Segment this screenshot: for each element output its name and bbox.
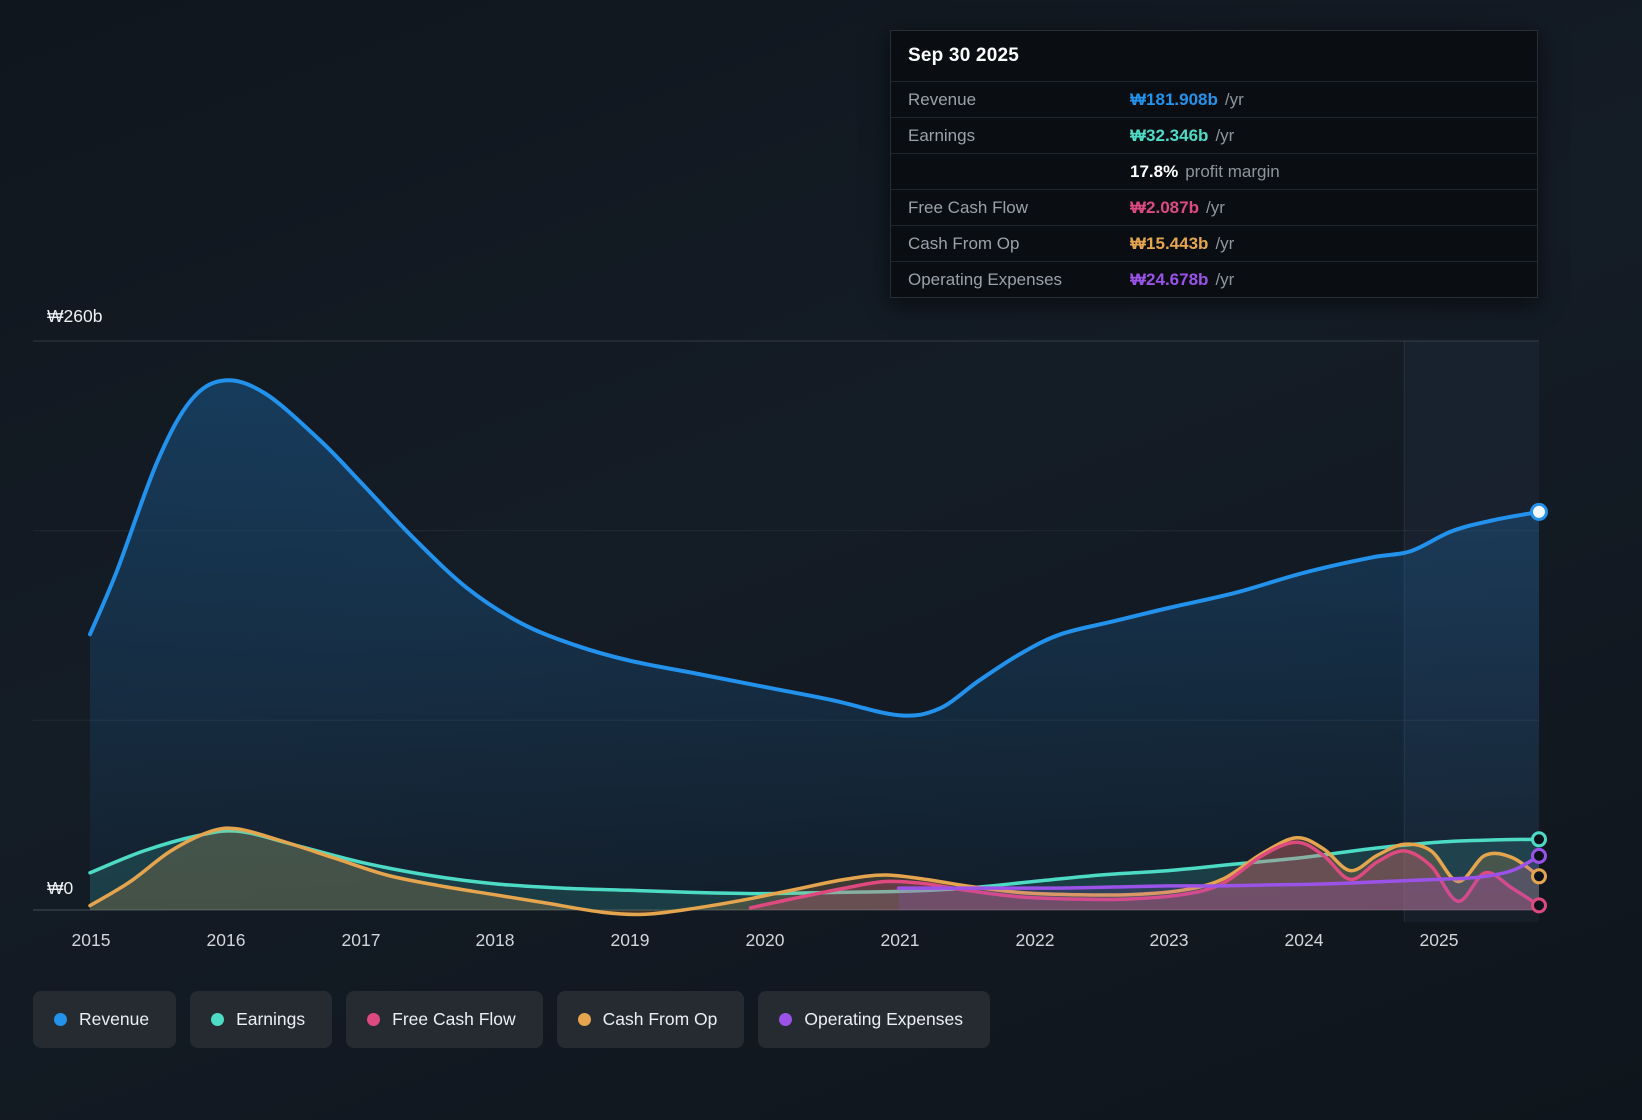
tooltip-value: ₩24.678b/yr (1130, 269, 1235, 289)
tooltip-label: Operating Expenses (908, 269, 1063, 289)
x-axis-label-2016: 2016 (206, 930, 246, 950)
y-axis-label-top: ₩260b (47, 306, 103, 326)
x-axis-label-2020: 2020 (745, 930, 785, 950)
earnings-dot-icon (211, 1013, 225, 1026)
tooltip-date: Sep 30 2025 (908, 45, 1020, 66)
x-axis-label-2023: 2023 (1149, 930, 1189, 950)
x-axis-label-2022: 2022 (1015, 930, 1055, 950)
legend-label: Operating Expenses (804, 1009, 963, 1029)
chart-tooltip: Sep 30 2025 Revenue ₩181.908b/yr Earning… (890, 30, 1538, 298)
x-axis-label-2024: 2024 (1284, 930, 1324, 950)
legend-label: Revenue (79, 1009, 150, 1029)
legend-label: Cash From Op (602, 1009, 718, 1029)
tooltip-row-operating-expenses: Operating Expenses ₩24.678b/yr (891, 261, 1537, 297)
cash-from-op-dot-icon (577, 1013, 591, 1026)
tooltip-row-cash-from-op: Cash From Op ₩15.443b/yr (891, 225, 1537, 261)
revenue-dot-icon (54, 1013, 67, 1026)
x-axis-label-2019: 2019 (610, 930, 650, 950)
tooltip-value: ₩181.908b/yr (1130, 89, 1244, 109)
tooltip-row-earnings: Earnings ₩32.346b/yr (891, 117, 1537, 153)
tooltip-label: Earnings (908, 125, 976, 145)
tooltip-value: ₩15.443b/yr (1130, 233, 1235, 253)
chart-legend: Revenue Earnings Free Cash Flow Cash Fro… (33, 991, 990, 1048)
legend-item-cash-from-op[interactable]: Cash From Op (556, 991, 745, 1048)
tooltip-label: Cash From Op (908, 233, 1020, 253)
x-axis-label-2015: 2015 (71, 930, 111, 950)
tooltip-row-revenue: Revenue ₩181.908b/yr (891, 81, 1537, 117)
tooltip-value: ₩32.346b/yr (1130, 125, 1235, 145)
tooltip-label: Revenue (908, 89, 977, 109)
free-cash-flow-dot-icon (367, 1013, 381, 1026)
x-axis-label-2018: 2018 (475, 930, 515, 950)
legend-label: Free Cash Flow (392, 1009, 516, 1029)
tooltip-value: ₩2.087b/yr (1130, 197, 1225, 217)
operating-expenses-dot-icon (779, 1013, 793, 1026)
tooltip-label: Free Cash Flow (908, 197, 1028, 217)
x-axis-label-2025: 2025 (1419, 930, 1459, 950)
y-axis-label-bottom: ₩0 (47, 878, 74, 898)
legend-item-earnings[interactable]: Earnings (190, 991, 333, 1048)
x-axis-label-2017: 2017 (341, 930, 381, 950)
legend-item-revenue[interactable]: Revenue (33, 991, 177, 1048)
legend-item-operating-expenses[interactable]: Operating Expenses (758, 991, 990, 1048)
tooltip-row-profit-margin: 17.8% profit margin (891, 153, 1537, 189)
legend-item-free-cash-flow[interactable]: Free Cash Flow (346, 991, 543, 1048)
tooltip-row-free-cash-flow: Free Cash Flow ₩2.087b/yr (891, 189, 1537, 225)
x-axis-label-2021: 2021 (880, 930, 920, 950)
legend-label: Earnings (236, 1009, 306, 1029)
tooltip-value: 17.8% profit margin (1130, 161, 1280, 181)
